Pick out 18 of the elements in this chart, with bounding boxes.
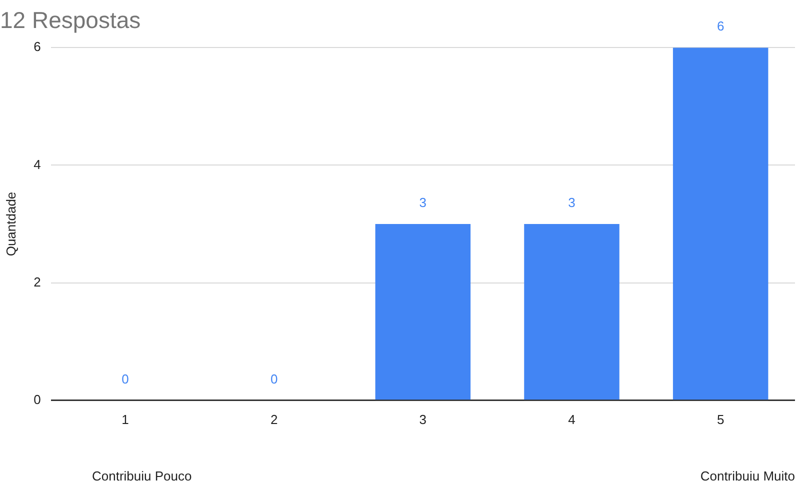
- y-tick-label: 4: [34, 156, 41, 172]
- chart-title: 12 Respostas: [0, 7, 141, 34]
- data-label: 0: [122, 371, 129, 386]
- data-label: 6: [716, 18, 724, 34]
- x-tick-label: 3: [419, 412, 427, 427]
- text: Contribuiu Muito: [700, 468, 795, 484]
- y-axis-title: Quantdade: [3, 192, 18, 256]
- x-tick-label: 2: [270, 412, 278, 427]
- text: Contribuiu Pouco: [92, 468, 192, 484]
- y-tick-label: 2: [34, 274, 41, 290]
- data-label: 3: [568, 195, 576, 210]
- data-label: 0: [270, 371, 278, 386]
- x-tick-label: 1: [122, 412, 129, 427]
- x-tick-label: 5: [716, 412, 724, 427]
- data-label: 3: [419, 195, 427, 210]
- y-tick-label: 0: [34, 392, 41, 407]
- y-tick-label: 6: [34, 39, 41, 54]
- x-tick-label: 4: [568, 412, 576, 427]
